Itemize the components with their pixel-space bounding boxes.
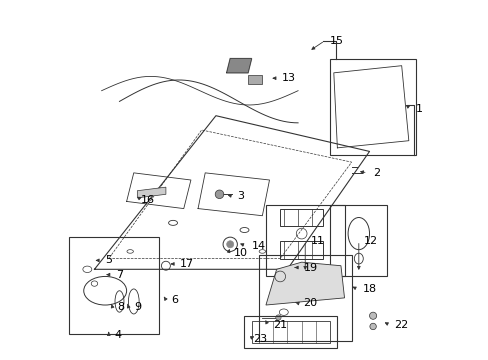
Text: 16: 16 xyxy=(141,195,155,204)
Text: 13: 13 xyxy=(282,73,295,83)
Text: 2: 2 xyxy=(372,168,380,178)
Text: 19: 19 xyxy=(303,262,317,273)
Text: 12: 12 xyxy=(364,236,378,246)
Text: 18: 18 xyxy=(362,284,376,294)
Bar xyxy=(280,241,323,258)
Bar xyxy=(329,59,415,155)
Bar xyxy=(244,316,337,348)
Polygon shape xyxy=(265,262,344,305)
Polygon shape xyxy=(137,187,165,198)
Text: 22: 22 xyxy=(394,320,408,330)
Text: 20: 20 xyxy=(303,298,317,308)
Text: 9: 9 xyxy=(134,302,141,312)
Text: 4: 4 xyxy=(114,330,121,341)
Text: 10: 10 xyxy=(233,248,247,258)
Text: 8: 8 xyxy=(118,302,124,312)
Bar xyxy=(69,237,159,334)
Ellipse shape xyxy=(275,315,281,320)
Bar xyxy=(329,205,386,276)
Polygon shape xyxy=(247,75,262,84)
Ellipse shape xyxy=(369,323,376,330)
Ellipse shape xyxy=(226,241,233,248)
Bar xyxy=(265,205,344,276)
Polygon shape xyxy=(226,59,251,73)
Text: 17: 17 xyxy=(180,259,194,269)
Text: 14: 14 xyxy=(251,241,265,251)
Ellipse shape xyxy=(369,312,376,319)
Bar xyxy=(251,321,329,342)
Text: 1: 1 xyxy=(415,104,422,113)
Text: 3: 3 xyxy=(237,191,244,201)
Bar xyxy=(280,208,323,226)
Bar xyxy=(258,255,351,341)
Text: 7: 7 xyxy=(116,270,123,280)
Text: 5: 5 xyxy=(105,255,112,265)
Text: 15: 15 xyxy=(329,36,344,46)
Text: 23: 23 xyxy=(253,334,267,344)
Circle shape xyxy=(215,190,224,199)
Text: 21: 21 xyxy=(272,320,286,330)
Text: 11: 11 xyxy=(310,236,324,246)
Text: 6: 6 xyxy=(171,295,178,305)
